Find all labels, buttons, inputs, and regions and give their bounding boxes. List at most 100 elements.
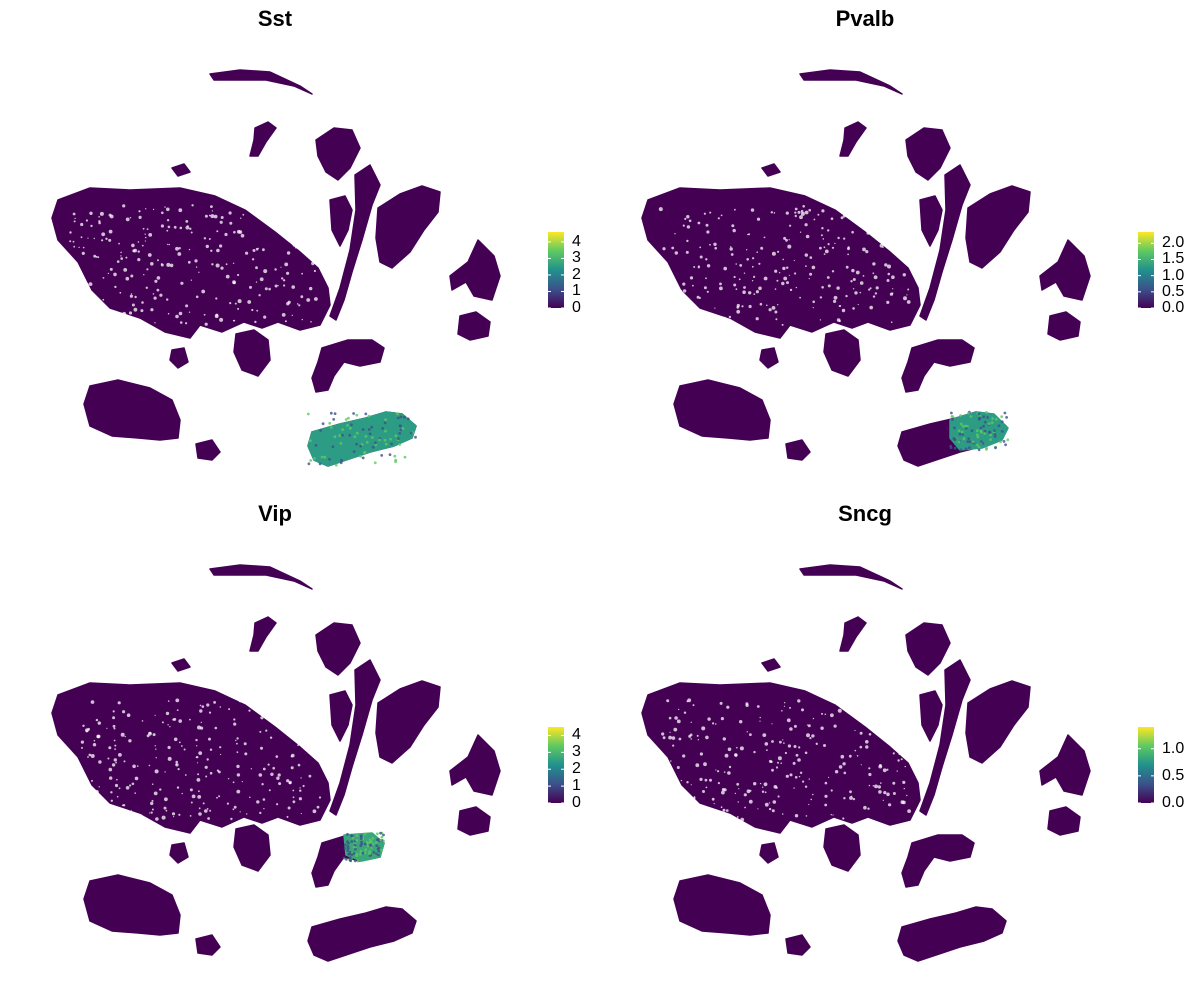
colorbar-tick-label: 1.0	[1162, 266, 1185, 284]
cluster-c-upperr1	[315, 622, 361, 676]
cluster-c-stream	[919, 659, 971, 816]
cluster-c-left-small	[195, 934, 221, 956]
cluster-c8	[901, 339, 975, 393]
cluster-c-upperr1	[905, 622, 951, 676]
cluster-c-farright2	[457, 311, 491, 341]
colorbar-tick-label: 4	[572, 726, 581, 744]
cluster-c8	[311, 339, 385, 393]
cluster-arc	[799, 69, 903, 95]
cluster-c-spike	[839, 616, 867, 652]
cluster-c-mid2	[759, 347, 779, 369]
cluster-c-upperr1	[905, 127, 951, 181]
cluster-c-small1	[171, 658, 191, 672]
expressing-c11-east	[949, 411, 1009, 451]
cluster-c-upperr2	[329, 195, 353, 247]
colorbar-tick-label: 2	[572, 760, 581, 778]
cluster-c-farright2	[457, 806, 491, 836]
cluster-c-mid1	[233, 824, 271, 872]
colorbar-gradient	[548, 727, 564, 803]
cluster-c-stream	[329, 659, 381, 816]
umap-plot	[51, 564, 501, 962]
cluster-c-mid1	[823, 824, 861, 872]
density-gaps	[660, 698, 911, 822]
cluster-c-spike	[249, 121, 277, 157]
colorbar-tick-label: 0.5	[1162, 282, 1185, 300]
colorbar-tick-label: 2.0	[1162, 234, 1185, 252]
cluster-c8	[901, 834, 975, 888]
colorbar-tick-label: 3	[572, 249, 581, 267]
cluster-c-farright1	[1039, 734, 1091, 796]
cluster-c-mid2	[169, 842, 189, 864]
cluster-c-left-bottom	[83, 874, 181, 936]
cluster-c-mid1	[823, 329, 861, 377]
panel-sncg: Sncg 0.0 0.5 1.0	[590, 495, 1184, 990]
cluster-c-stream	[919, 164, 971, 321]
colorbar-tick-label: 1	[572, 282, 581, 300]
cluster-c-small1	[761, 658, 781, 672]
colorbar-tick-label: 4	[572, 232, 581, 250]
color-legend: 0.0 0.5 1.0	[590, 495, 1184, 990]
cluster-arc	[209, 564, 313, 590]
cluster-c-right	[965, 680, 1031, 764]
cluster-c-mid2	[169, 347, 189, 369]
cluster-c-farright1	[449, 734, 501, 796]
colorbar-tick-label: 1.5	[1162, 250, 1185, 268]
cluster-c-right	[375, 680, 441, 764]
colorbar-gradient	[1138, 232, 1154, 308]
colorbar-tick-label: 0.0	[1162, 299, 1185, 316]
panel-pvalb: Pvalb 0.0 0.5 1.0 1.5 2.0	[590, 0, 1184, 495]
density-gaps	[68, 698, 322, 822]
panel-title: Vip	[258, 501, 292, 526]
cluster-c11	[307, 906, 417, 962]
cluster-c-farright2	[1047, 806, 1081, 836]
cluster-c-upperr2	[919, 195, 943, 247]
cluster-c-mid1	[233, 329, 271, 377]
cluster-main	[641, 187, 921, 339]
cluster-c-left-bottom	[673, 379, 771, 441]
cluster-c-farright2	[1047, 311, 1081, 341]
colorbar-tick-label: 0	[572, 794, 581, 811]
expression-texture	[342, 831, 385, 863]
colorbar-tick-label: 0	[572, 299, 581, 316]
density-gaps	[658, 203, 911, 326]
colorbar-gradient	[1138, 727, 1154, 803]
cluster-c-small1	[171, 163, 191, 177]
colorbar	[548, 232, 564, 309]
color-legend: 0.0 0.5 1.0 1.5 2.0	[590, 0, 1184, 495]
panel-title: Pvalb	[835, 6, 895, 31]
colorbar	[1138, 232, 1154, 309]
cluster-c-farright1	[449, 239, 501, 301]
cluster-main	[51, 187, 331, 339]
cluster-c-farright1	[1039, 239, 1091, 301]
expression-texture	[306, 411, 417, 467]
colorbar-tick-label: 2	[572, 265, 581, 283]
panel-title: Sncg	[838, 501, 892, 526]
cluster-c-left-small	[785, 934, 811, 956]
cluster-c-upperr1	[315, 127, 361, 181]
colorbar-tick-label: 1	[572, 777, 581, 795]
cluster-c-left-bottom	[83, 379, 181, 441]
cluster-c-upperr2	[329, 690, 353, 742]
cluster-c-right	[375, 185, 441, 269]
cluster-arc	[799, 564, 903, 590]
cluster-c-spike	[839, 121, 867, 157]
cluster-arc	[209, 69, 313, 95]
expression-texture	[949, 410, 1010, 452]
colorbar-gradient	[548, 232, 564, 308]
panel-title: Sst	[257, 6, 293, 31]
cluster-c-left-small	[195, 439, 221, 461]
cluster-c-left-bottom	[673, 874, 771, 936]
umap-plot	[641, 69, 1091, 467]
colorbar-tick-label: 0.5	[1162, 766, 1185, 784]
cluster-c-upperr2	[919, 690, 943, 742]
umap-plot	[51, 69, 501, 467]
cluster-c-right	[965, 185, 1031, 269]
colorbar-tick-label: 3	[572, 743, 581, 761]
cluster-c-mid2	[759, 842, 779, 864]
colorbar-tick-label: 0.0	[1162, 794, 1185, 811]
cluster-c-left-small	[785, 439, 811, 461]
